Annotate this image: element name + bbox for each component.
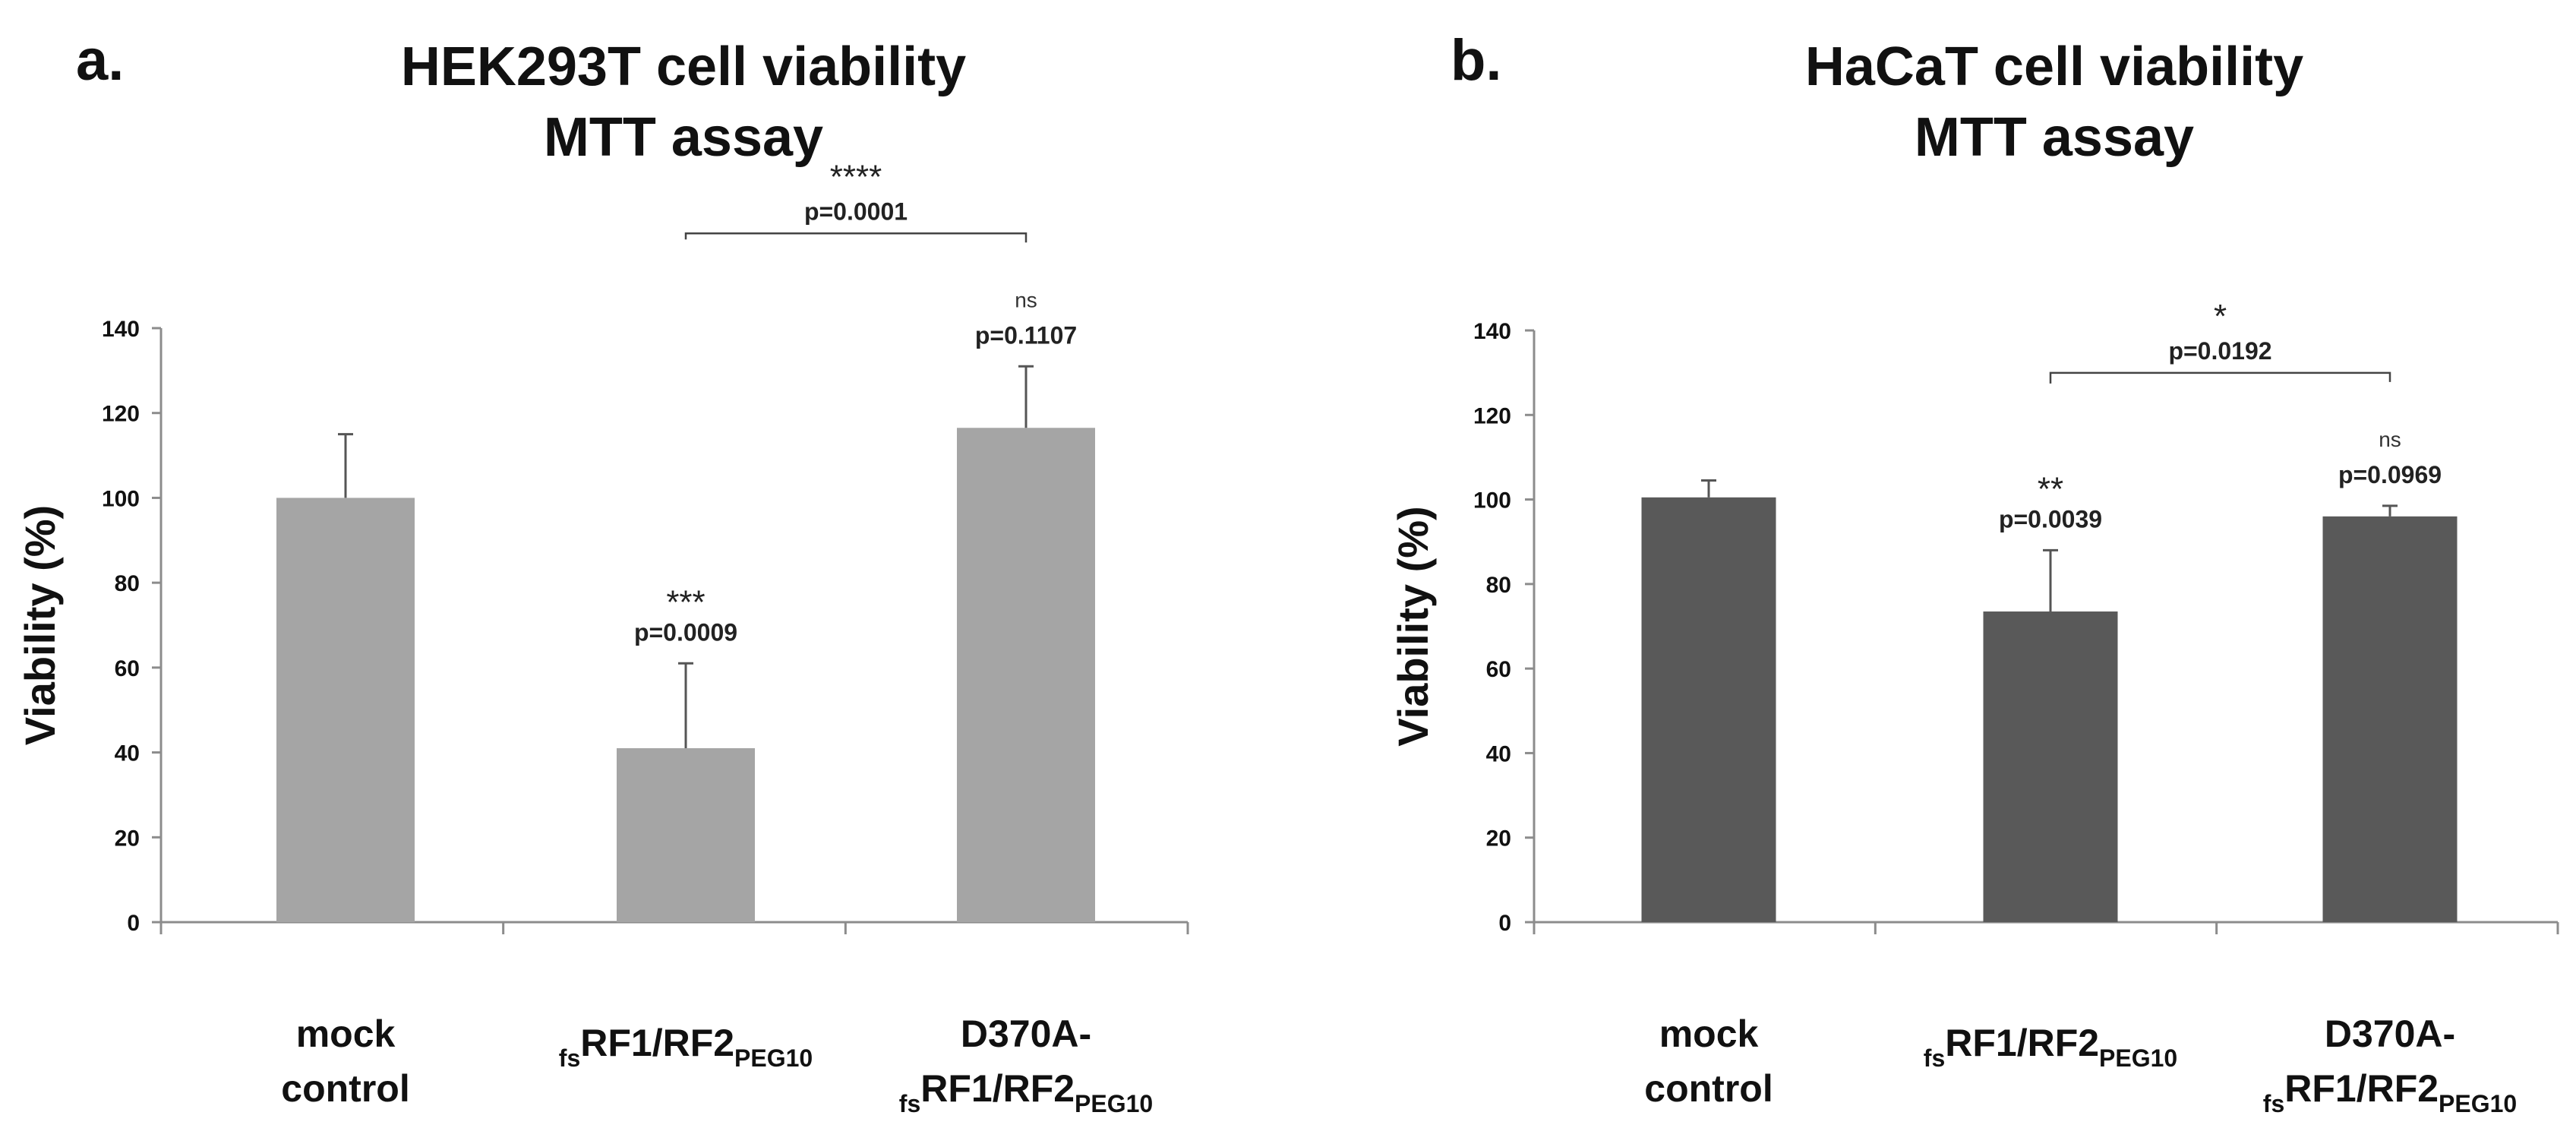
category-label: D370A- [961, 1013, 1091, 1055]
chart-panel-b: b. HaCaT cell viability MTT assay 0 20 40 60 80… [1389, 28, 2559, 1117]
category-label: fsRF1/RF2PEG10 [899, 1067, 1153, 1117]
bar [1641, 497, 1776, 922]
comparison-bracket [684, 232, 1028, 243]
significance-stars: ** [2038, 470, 2063, 507]
category-main-text: RF1/RF2 [2284, 1067, 2439, 1110]
category-subscript-suffix: PEG10 [1075, 1090, 1153, 1117]
bar [1983, 611, 2118, 922]
y-tick-label: 80 [1486, 573, 1511, 598]
p-value-label: p=0.0009 [634, 618, 737, 646]
y-tick-label: 20 [115, 826, 140, 851]
category-subscript-suffix: PEG10 [734, 1044, 813, 1072]
significance-label: ns [2379, 428, 2401, 451]
y-tick-label: 80 [115, 571, 140, 596]
y-tick-label: 140 [102, 317, 140, 342]
chart-title-line-2: MTT assay [1915, 107, 2194, 168]
category-main-text: RF1/RF2 [580, 1022, 734, 1064]
panel-letter: a. [76, 28, 124, 93]
y-tick-label: 40 [1486, 741, 1511, 766]
category-label: mock [1659, 1013, 1759, 1055]
chart-panel-a: a. HEK293T cell viability MTT assay 0 20 40 60… [16, 28, 1189, 1117]
comparison-stars: **** [830, 158, 882, 195]
category-subscript-prefix: fs [1924, 1044, 1945, 1072]
category-subscript-suffix: PEG10 [2439, 1090, 2517, 1117]
category-label: fsRF1/RF2PEG10 [1924, 1022, 2177, 1072]
y-tick-label: 60 [1486, 657, 1511, 682]
y-tick-label: 0 [127, 911, 140, 936]
y-axis-label: Viability (%) [1389, 506, 1437, 746]
bar [617, 747, 755, 922]
category-subscript-prefix: fs [899, 1090, 920, 1117]
y-tick-label: 60 [115, 656, 140, 681]
panel-letter: b. [1451, 28, 1502, 93]
y-tick-label: 0 [1498, 911, 1511, 936]
significance-stars: *** [666, 583, 705, 621]
category-label: D370A- [2325, 1013, 2455, 1055]
y-tick-label: 120 [1473, 403, 1511, 428]
category-main-text: RF1/RF2 [1945, 1022, 2099, 1064]
bar [2322, 516, 2458, 922]
comparison-p-value: p=0.0001 [804, 197, 908, 225]
category-subscript-suffix: PEG10 [2099, 1044, 2177, 1072]
y-tick-label: 20 [1486, 826, 1511, 852]
significance-label: ns [1015, 288, 1037, 311]
category-label: control [281, 1067, 409, 1110]
category-main-text: RF1/RF2 [920, 1067, 1075, 1110]
category-label: fsRF1/RF2PEG10 [559, 1022, 813, 1072]
category-label: fsRF1/RF2PEG10 [2263, 1067, 2517, 1117]
comparison-bracket [2049, 371, 2391, 384]
y-tick-label: 100 [102, 486, 140, 511]
y-tick-label: 120 [102, 402, 140, 427]
y-axis-label: Viability (%) [16, 505, 64, 745]
comparison-stars: * [2214, 298, 2227, 335]
category-label: control [1644, 1067, 1773, 1110]
chart-title-line-1: HaCaT cell viability [1805, 36, 2303, 97]
category-label: mock [296, 1013, 396, 1055]
p-value-label: p=0.1107 [975, 321, 1077, 349]
comparison-p-value: p=0.0192 [2168, 337, 2271, 365]
category-subscript-prefix: fs [559, 1044, 580, 1072]
chart-title-line-1: HEK293T cell viability [401, 36, 966, 97]
category-subscript-prefix: fs [2263, 1090, 2284, 1117]
chart-title-line-2: MTT assay [544, 107, 823, 168]
y-tick-label: 40 [115, 741, 140, 766]
bar [276, 498, 415, 922]
p-value-label: p=0.0039 [1999, 505, 2102, 532]
y-tick-label: 140 [1473, 319, 1511, 344]
p-value-label: p=0.0969 [2338, 461, 2442, 488]
y-tick-label: 100 [1473, 488, 1511, 513]
bar [957, 428, 1095, 922]
